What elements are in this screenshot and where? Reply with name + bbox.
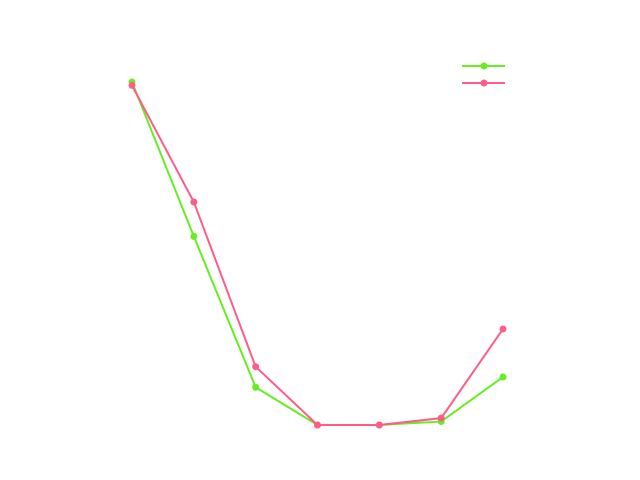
data-point-0-1 [190, 232, 198, 240]
legend-marker-0 [480, 62, 488, 70]
data-point-1-5 [437, 414, 445, 422]
series-lines [128, 78, 507, 429]
legend-marker-1 [480, 79, 488, 87]
data-point-1-6 [499, 325, 507, 333]
series-line-0 [131, 81, 504, 426]
data-point-1-3 [314, 421, 321, 429]
data-point-1-2 [252, 363, 260, 371]
data-point-0-2 [252, 383, 260, 391]
legend [462, 62, 505, 87]
data-point-1-1 [190, 198, 198, 206]
data-point-1-4 [375, 421, 383, 429]
data-point-0-6 [499, 373, 507, 381]
data-point-1-0 [128, 81, 136, 89]
series-line-1 [131, 84, 504, 426]
